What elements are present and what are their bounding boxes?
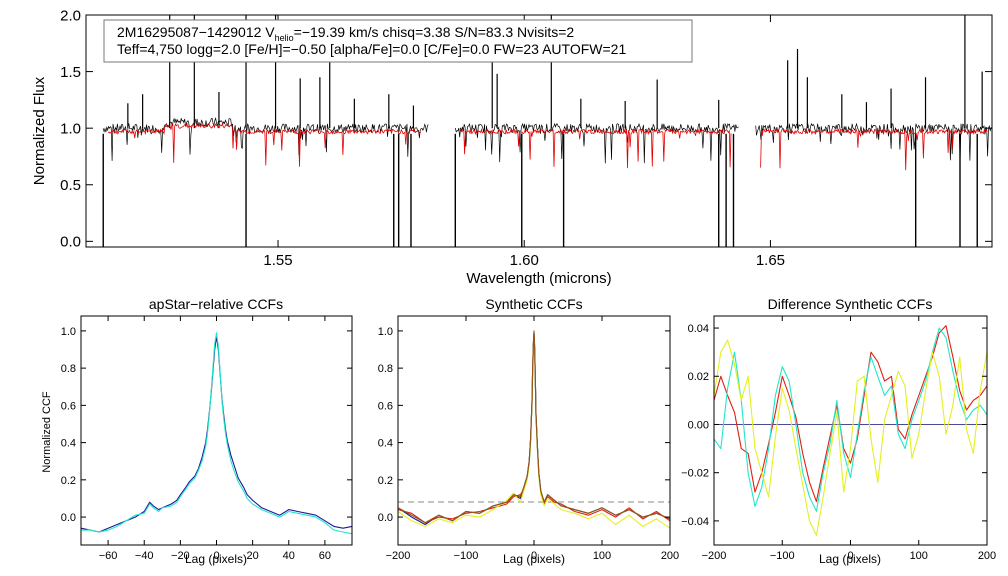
apstar-ccf-y-tick-label: 0.6 xyxy=(61,400,76,412)
apstar-ccf-line-visit-2 xyxy=(81,332,353,535)
difference-ccf-frame xyxy=(713,315,988,546)
difference-ccf-y-tick-label: −0.02 xyxy=(681,468,709,480)
apstar-ccf-x-tick-label: 0 xyxy=(213,550,219,562)
spectrum-frame xyxy=(85,14,993,248)
apstar-ccf-x-tick-label: −20 xyxy=(171,550,190,562)
spectrum-x-tick-label: 1.65 xyxy=(756,252,785,269)
spectrum-axes: 1.55 1.60 1.65 0.0 0.5 1.0 1.5 2.0 xyxy=(60,7,992,269)
apstar-ccf-y-tick-label: 0.2 xyxy=(61,475,76,487)
synthetic-ccf-x-tick-label: 200 xyxy=(661,550,679,562)
spectrum-x-tick-label: 1.60 xyxy=(510,252,539,269)
difference-ccf-y-tick-label: 0.00 xyxy=(688,419,709,431)
synthetic-ccf-x-tick-label: −200 xyxy=(386,550,411,562)
info-subscript: helio xyxy=(275,33,294,43)
spectrum-y-label: Normalized Flux xyxy=(31,76,48,185)
difference-ccf-line-yellow xyxy=(713,339,988,536)
apstar-ccf-line-visit-1 xyxy=(80,335,353,533)
difference-ccf-axes: −200 −100 0 100 200 −0.04 −0.02 0.00 0.02 0.04 xyxy=(681,316,996,562)
synthetic-ccf-series xyxy=(397,330,671,529)
apstar-ccf-x-tick-label: 40 xyxy=(283,550,295,562)
difference-ccf-series xyxy=(713,325,988,536)
difference-ccf-y-tick-label: 0.02 xyxy=(688,371,709,383)
synthetic-ccf-x-tick-label: 100 xyxy=(593,550,611,562)
difference-ccf-line-cyan xyxy=(713,327,988,512)
spectrum-model-line xyxy=(107,122,988,171)
synthetic-ccf-y-tick-label: 0.2 xyxy=(378,475,393,487)
spectrum-x-label: Wavelength (microns) xyxy=(466,270,611,287)
apstar-ccf-y-tick-label: 0.8 xyxy=(61,363,76,375)
info-box xyxy=(103,19,693,63)
synthetic-ccf-line-red xyxy=(397,334,671,524)
apstar-ccf-y-tick-label: 0.0 xyxy=(61,512,76,524)
synthetic-ccf-y-tick-label: 0.8 xyxy=(378,363,393,375)
difference-ccf-panel: −200 −100 0 100 200 −0.04 −0.02 0.00 0.02 0.04 Di… xyxy=(681,296,996,566)
synthetic-ccf-y-tick-label: 0.4 xyxy=(378,438,393,450)
synthetic-ccf-line-blue xyxy=(397,332,671,526)
spectrum-y-tick-label: 1.0 xyxy=(60,121,81,138)
info-line-1: 2M16295087−1429012 Vhelio=−19.39 km/s ch… xyxy=(117,24,574,43)
difference-ccf-y-tick-label: −0.04 xyxy=(681,516,709,528)
difference-ccf-x-tick-label: 0 xyxy=(847,550,853,562)
apstar-ccf-x-label: Lag (pixels) xyxy=(185,552,247,566)
apstar-ccf-axes: −60 −40 −20 0 20 40 60 0.0 0.2 0.4 0.6 0.8 1.0 xyxy=(61,316,352,562)
apstar-ccf-x-tick-label: −60 xyxy=(99,550,118,562)
spectrum-y-tick-label: 1.5 xyxy=(60,64,81,81)
synthetic-ccf-frame xyxy=(397,315,671,546)
difference-ccf-x-tick-label: 200 xyxy=(978,550,996,562)
synthetic-ccf-x-tick-label: 0 xyxy=(531,550,537,562)
synthetic-ccf-title: Synthetic CCFs xyxy=(485,296,582,312)
apstar-ccf-y-tick-label: 1.0 xyxy=(61,326,76,338)
info-line-2: Teff=4,750 logg=2.0 [Fe/H]=−0.50 [alpha/… xyxy=(117,41,626,57)
apstar-ccf-title: apStar−relative CCFs xyxy=(149,296,283,312)
apstar-ccf-panel: −60 −40 −20 0 20 40 60 0.0 0.2 0.4 0.6 0.8 1.0 apSta… xyxy=(41,296,353,566)
difference-ccf-x-label: Lag (pixels) xyxy=(819,552,881,566)
synthetic-ccf-axes: −200 −100 0 100 200 0.0 0.2 0.4 0.6 0.8 1.0 xyxy=(378,316,679,562)
apstar-ccf-y-label: Normalized CCF xyxy=(41,391,53,473)
difference-ccf-y-tick-label: 0.04 xyxy=(688,323,709,335)
synthetic-ccf-panel: −200 −100 0 100 200 0.0 0.2 0.4 0.6 0.8 1.0 Synthe… xyxy=(378,296,679,566)
apstar-ccf-x-tick-label: 20 xyxy=(247,550,259,562)
synthetic-ccf-x-label: Lag (pixels) xyxy=(503,552,565,566)
difference-ccf-title: Difference Synthetic CCFs xyxy=(768,296,933,312)
apstar-ccf-series xyxy=(80,332,353,535)
spectrum-model-series xyxy=(107,122,988,171)
spectrum-panel: 1.55 1.60 1.65 0.0 0.5 1.0 1.5 2.0 2M16295087−1… xyxy=(31,7,993,287)
spectrum-y-tick-label: 0.0 xyxy=(60,234,81,251)
apstar-ccf-x-tick-label: 60 xyxy=(319,550,331,562)
apstar-ccf-y-tick-label: 0.4 xyxy=(61,438,76,450)
apstar-ccf-x-tick-label: −40 xyxy=(135,550,154,562)
synthetic-ccf-line-brown xyxy=(397,330,671,524)
synthetic-ccf-y-tick-label: 0.6 xyxy=(378,400,393,412)
spectrum-y-tick-label: 0.5 xyxy=(60,177,81,194)
spectrum-x-tick-label: 1.55 xyxy=(263,252,292,269)
difference-ccf-x-tick-label: −100 xyxy=(770,550,795,562)
synthetic-ccf-y-tick-label: 0.0 xyxy=(378,512,393,524)
synthetic-ccf-y-tick-label: 1.0 xyxy=(378,326,393,338)
apstar-ccf-frame xyxy=(80,315,353,546)
spectrum-y-tick-label: 2.0 xyxy=(60,7,81,24)
spectrum-observed-series xyxy=(102,15,993,247)
synthetic-ccf-line-yellow xyxy=(397,335,671,529)
difference-ccf-x-tick-label: −200 xyxy=(702,550,727,562)
synthetic-ccf-x-tick-label: −100 xyxy=(454,550,479,562)
synthetic-ccf-line-teal xyxy=(397,332,671,524)
difference-ccf-x-tick-label: 100 xyxy=(910,550,928,562)
